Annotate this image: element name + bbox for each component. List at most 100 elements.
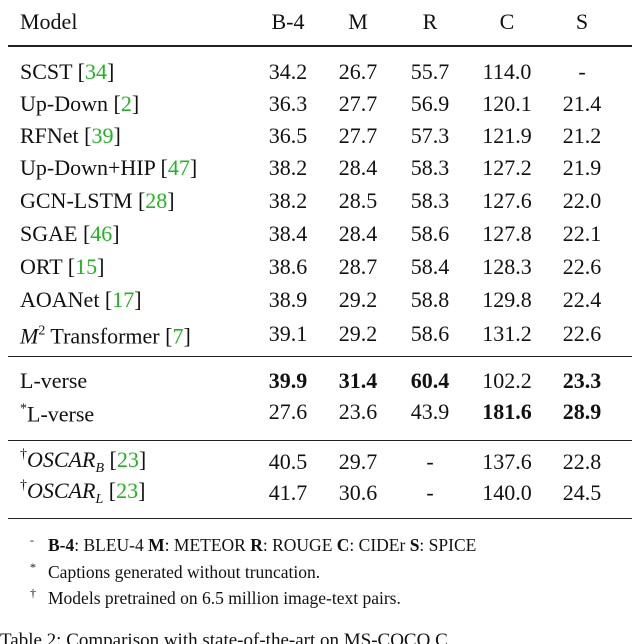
- score-cell: 60.4: [410, 368, 450, 393]
- score-cell: 58.4: [410, 254, 450, 279]
- text: OSCAR: [27, 478, 96, 503]
- mark: *: [30, 560, 36, 574]
- score-cell: 28.4: [338, 155, 378, 180]
- score-cell: 40.5: [268, 449, 308, 474]
- score-cell: 29.2: [338, 287, 378, 312]
- rule: [8, 356, 632, 357]
- model: ORT [15]: [20, 254, 104, 280]
- score-cell: 39.9: [268, 368, 308, 393]
- score-cell: 26.7: [338, 59, 378, 84]
- text: ]: [183, 323, 191, 349]
- score-cell: 39.1: [268, 321, 308, 346]
- model: RFNet [39]: [20, 123, 121, 149]
- ref[interactable]: 7: [172, 323, 184, 349]
- score-cell: 28.9: [562, 399, 602, 424]
- model: SGAE [46]: [20, 221, 120, 247]
- text: L-verse: [27, 401, 95, 427]
- ref[interactable]: 23: [116, 478, 139, 503]
- text: Up-Down+HIP [: [20, 155, 168, 180]
- mark: *: [20, 401, 27, 417]
- text: [: [104, 447, 117, 472]
- text: Captions generated without truncation.: [48, 562, 321, 582]
- column-header: C: [499, 9, 515, 34]
- caption: Table 2: Comparison with state-of-the-ar…: [0, 630, 448, 644]
- text: : SPICE: [419, 535, 477, 555]
- score-cell: 27.7: [338, 91, 378, 116]
- score-cell: 129.8: [482, 287, 532, 312]
- score-cell: 102.2: [482, 368, 532, 393]
- score-cell: 131.2: [482, 321, 532, 346]
- score-cell: -: [426, 480, 434, 505]
- score-cell: 58.6: [410, 321, 450, 346]
- column-header: Model: [20, 9, 78, 34]
- text: SCST [: [20, 59, 86, 84]
- text: : ROUGE: [262, 535, 337, 555]
- score-cell: 57.3: [410, 123, 450, 148]
- ref[interactable]: 39: [91, 123, 114, 148]
- ref[interactable]: 17: [112, 287, 135, 312]
- key: R: [250, 535, 263, 555]
- ref[interactable]: 23: [116, 447, 139, 472]
- score-cell: 38.2: [268, 188, 308, 213]
- ref[interactable]: 46: [90, 221, 113, 246]
- ref[interactable]: 28: [145, 188, 168, 213]
- score-cell: 29.7: [338, 449, 378, 474]
- score-cell: -: [578, 59, 586, 84]
- text: AOANet [: [20, 287, 113, 312]
- score-cell: 56.9: [410, 91, 450, 116]
- score-cell: 34.2: [268, 59, 308, 84]
- rule: [8, 518, 632, 519]
- score-cell: 24.5: [562, 480, 602, 505]
- model: *L-verse: [20, 397, 94, 428]
- text: ]: [107, 59, 115, 84]
- model: L-verse: [20, 368, 87, 394]
- key: M: [148, 535, 165, 555]
- score-cell: 23.3: [562, 368, 602, 393]
- text: Models pretrained on 6.5 million image-t…: [48, 588, 401, 608]
- score-cell: 121.9: [482, 123, 532, 148]
- score-cell: 36.5: [268, 123, 308, 148]
- score-cell: 128.3: [482, 254, 532, 279]
- ref[interactable]: 47: [167, 155, 190, 180]
- mark: †: [20, 478, 27, 493]
- subscript: B: [95, 461, 105, 476]
- superscript: 2: [38, 323, 46, 339]
- score-cell: 137.6: [482, 449, 532, 474]
- score-cell: 27.6: [268, 399, 308, 424]
- text: ]: [112, 221, 120, 246]
- text: SGAE [: [20, 221, 91, 246]
- model: M2 Transformer [7]: [20, 319, 191, 350]
- score-cell: 55.7: [410, 59, 450, 84]
- column-header: M: [348, 9, 368, 34]
- ref[interactable]: 34: [85, 59, 108, 84]
- rule: [8, 45, 632, 47]
- ref[interactable]: 15: [75, 254, 98, 279]
- score-cell: 127.6: [482, 188, 532, 213]
- score-cell: 41.7: [268, 480, 308, 505]
- score-cell: 114.0: [482, 59, 532, 84]
- column-header: S: [575, 9, 589, 34]
- ref[interactable]: 2: [120, 91, 132, 116]
- text: M: [20, 323, 39, 349]
- score-cell: 31.4: [338, 368, 378, 393]
- score-cell: 21.2: [562, 123, 602, 148]
- score-cell: 58.6: [410, 221, 450, 246]
- key: B-4: [48, 535, 75, 555]
- text: ]: [113, 123, 121, 148]
- model: Up-Down+HIP [47]: [20, 155, 197, 181]
- text: GCN-LSTM [: [20, 188, 146, 213]
- subscript: L: [95, 492, 104, 507]
- score-cell: -: [426, 449, 434, 474]
- score-cell: 21.4: [562, 91, 602, 116]
- text: : METEOR: [164, 535, 251, 555]
- score-cell: 22.0: [562, 188, 602, 213]
- column-header: B-4: [271, 9, 305, 34]
- text: ]: [167, 188, 175, 213]
- key: C: [336, 535, 350, 555]
- key: S: [409, 535, 420, 555]
- text: ORT [: [20, 254, 76, 279]
- score-cell: 140.0: [482, 480, 532, 505]
- score-cell: 27.7: [338, 123, 378, 148]
- text: Transformer [: [45, 323, 173, 349]
- model: AOANet [17]: [20, 287, 142, 313]
